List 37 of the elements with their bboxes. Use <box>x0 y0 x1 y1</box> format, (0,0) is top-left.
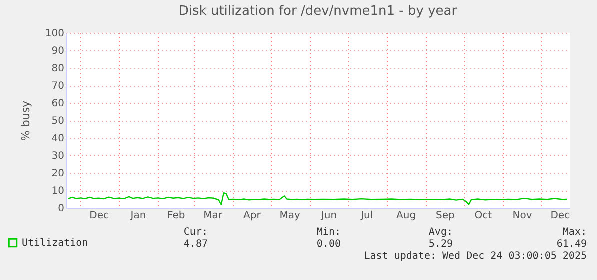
x-tick-label: Dec <box>550 210 570 222</box>
y-tick-label: 50 <box>52 116 64 127</box>
y-tick-label: 20 <box>52 168 64 180</box>
chart-title: Disk utilization for /dev/nvme1n1 - by year <box>178 4 458 19</box>
x-tick-label: Mar <box>204 210 224 222</box>
y-tick-label: 40 <box>52 134 64 144</box>
y-tick-label: 100 <box>45 28 64 40</box>
line-series <box>68 192 568 206</box>
text: 0.00 <box>316 239 341 250</box>
x-tick-label: Jan <box>130 210 146 222</box>
text: Min: <box>316 227 341 238</box>
y-tick-label: 30 <box>52 151 64 162</box>
legend-label: Utilization <box>22 238 88 249</box>
text: Last update: Wed Dec 24 03:00:05 2025 <box>364 251 587 262</box>
y-tick-label: 70 <box>52 81 64 92</box>
y-tick-label: 10 <box>52 186 64 197</box>
y-tick-label: 90 <box>52 46 64 57</box>
x-tick-label: Jun <box>320 210 338 222</box>
x-tick-label: Feb <box>168 210 186 222</box>
y-tick-label: 0 <box>58 204 64 214</box>
x-tick-label: May <box>280 210 300 222</box>
text: Avg: <box>428 227 453 238</box>
y-tick-label: 60 <box>52 98 64 110</box>
x-tick-label: Apr <box>244 210 262 222</box>
x-tick-label: Aug <box>396 210 416 222</box>
x-tick-label: Jul <box>360 210 374 222</box>
x-tick-label: Nov <box>512 210 532 222</box>
text: 5.29 <box>428 239 453 250</box>
x-tick-label: Dec <box>90 210 110 222</box>
y-axis-title: % busy <box>19 100 32 142</box>
x-tick-label: Oct <box>474 210 492 222</box>
x-tick-label: Sep <box>436 210 455 222</box>
y-tick-label: 80 <box>52 64 64 74</box>
text: Max: <box>562 227 587 238</box>
text: Cur: <box>184 227 208 238</box>
text: 61.49 <box>556 239 587 250</box>
text: 4.87 <box>184 239 208 250</box>
